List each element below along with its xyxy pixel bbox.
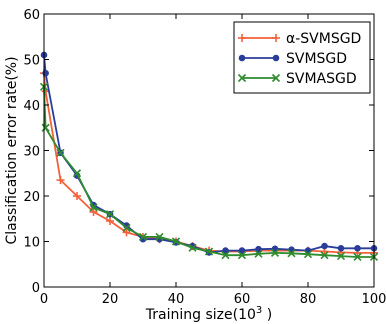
x-axis-title-prefix: Training size(10: [145, 307, 256, 323]
series-2-point-14: [254, 249, 263, 258]
series-2-point-13: [237, 251, 247, 260]
series-2-point-9-b: [171, 237, 181, 246]
series-0-point-5: [106, 217, 114, 226]
y-tick-label-6: 60: [23, 8, 40, 23]
y-tick-label-2: 20: [23, 190, 40, 205]
series-2-point-17: [303, 250, 313, 259]
legend: α-SVMSGD SVMSGD SVMASGD: [233, 21, 371, 94]
series-2-point-13-b: [237, 251, 247, 260]
series-2-point-20-b: [353, 252, 362, 262]
series-2-point-12-b: [221, 251, 230, 260]
series-0-point-3: [73, 192, 81, 200]
series-2-point-6: [122, 223, 131, 232]
x-axis-title: Training size(103 ): [145, 305, 272, 323]
y-tick-label-1: 10: [23, 236, 40, 251]
series-2-point-7-b: [138, 232, 148, 242]
axes: 0 20 40 60 80 100 0 10 20 30 40 50 60: [23, 8, 386, 307]
series-2-point-3: [72, 169, 82, 178]
legend-label-0: α-SVMSGD: [286, 31, 361, 47]
x-axis-title-exponent: 3: [256, 305, 262, 316]
series-2-point-9: [171, 237, 181, 246]
series-2-point-2: [56, 148, 65, 157]
series-0-line: [43, 73, 374, 254]
series-0-point-4: [89, 207, 98, 216]
x-axis-title-suffix: ): [262, 307, 272, 323]
x-tick-label-0: 0: [40, 292, 48, 307]
legend-marker-start-2: [237, 73, 247, 83]
series-2-point-10: [188, 243, 197, 252]
y-tick-label-0: 0: [32, 281, 40, 296]
series-2-point-6-b: [122, 223, 131, 232]
series-1-point-19: [337, 245, 345, 252]
series-layer: [39, 51, 379, 262]
x-tick-label-3: 60: [234, 292, 251, 307]
series-2-point-2-b: [56, 148, 65, 157]
series-2-point-18: [320, 251, 329, 260]
series-1-point-12: [222, 247, 229, 254]
series-0-point-6: [122, 228, 131, 237]
series-2-point-10-b: [188, 243, 197, 252]
series-1-point-20: [354, 245, 361, 252]
y-tick-label-3: 30: [23, 145, 40, 160]
series-2-point-7: [138, 232, 148, 242]
series-1-point-14: [255, 245, 262, 253]
series-2-point-20: [353, 252, 362, 262]
x-tick-label-2: 40: [168, 292, 185, 307]
legend-marker-start-2-b: [237, 73, 247, 83]
series-2-point-1: [41, 123, 50, 132]
legend-marker-start-1: [238, 54, 246, 62]
series-1-point-18: [321, 242, 328, 250]
series-0-point-2: [56, 176, 65, 185]
series-2-point-4: [89, 203, 98, 212]
y-axis-title: Classification error rate(%): [4, 56, 20, 244]
series-2-point-5: [105, 210, 115, 219]
series-2: [39, 82, 379, 262]
series-1-point-15: [271, 245, 279, 253]
series-2-point-18-b: [320, 251, 329, 260]
series-2-point-11: [204, 247, 214, 256]
series-2-point-3-b: [72, 169, 82, 178]
legend-label-1: SVMSGD: [286, 51, 347, 67]
series-2-point-1-b: [41, 123, 50, 132]
series-1-point-13: [238, 247, 246, 254]
series-2-point-14-b: [254, 249, 263, 258]
y-tick-label-5: 50: [23, 54, 40, 69]
y-tick-label-4: 40: [23, 99, 40, 114]
series-2-point-16-b: [287, 249, 296, 258]
series-2-point-4-b: [89, 203, 98, 212]
legend-marker-end-1: [272, 54, 280, 62]
series-2-point-8: [155, 232, 164, 242]
series-2-point-19-b: [336, 251, 346, 261]
x-tick-label-4: 80: [300, 292, 317, 307]
series-2-point-15: [270, 248, 280, 257]
legend-marker-end-2-b: [271, 73, 281, 83]
series-2-point-16: [287, 249, 296, 258]
series-2-point-5-b: [105, 210, 115, 219]
series-0: [40, 69, 378, 257]
series-2-line: [43, 86, 374, 258]
series-2-point-8-b: [155, 232, 164, 242]
legend-marker-end-2: [271, 73, 281, 83]
series-2-point-17-b: [303, 250, 313, 259]
series-2-point-19: [336, 251, 346, 261]
legend-marker-start-0: [238, 34, 246, 42]
x-tick-label-1: 20: [102, 292, 119, 307]
legend-marker-end-0: [272, 34, 280, 42]
series-2-point-12: [221, 251, 230, 260]
series-2-point-11-b: [204, 247, 214, 256]
series-2-point-15-b: [270, 248, 280, 257]
x-tick-label-5: 100: [362, 292, 386, 307]
legend-label-2: SVMASGD: [286, 71, 357, 87]
